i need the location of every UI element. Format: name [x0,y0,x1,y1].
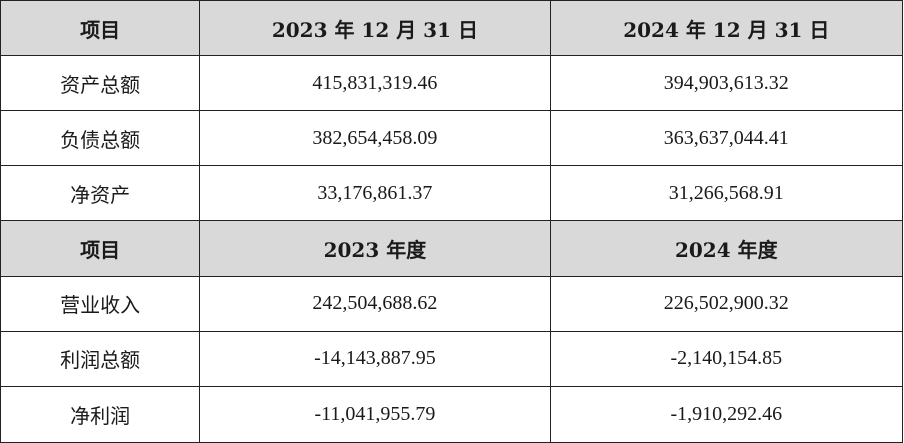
row-label: 资产总额 [0,55,201,112]
row-label: 营业收入 [0,275,201,332]
value-2023-cell: 242,504,688.62 [199,275,551,332]
table-row: 净利润 -11,041,955.79 -1,910,292.46 [0,385,904,443]
value-2024-cell: 394,903,613.32 [549,55,904,112]
value-2024-cell: 226,502,900.32 [549,275,904,332]
table-row: 资产总额 415,831,319.46 394,903,613.32 [0,55,904,112]
header-2024-cell: 2024 年度 [549,220,904,277]
value-2023-cell: -14,143,887.95 [199,330,551,387]
header-item-cell: 项目 [0,220,201,277]
row-label: 净资产 [0,165,201,222]
value-2023-cell: 415,831,319.46 [199,55,551,112]
table-row: 利润总额 -14,143,887.95 -2,140,154.85 [0,330,904,387]
table-row: 负债总额 382,654,458.09 363,637,044.41 [0,110,904,167]
value-2023-cell: 382,654,458.09 [199,110,551,167]
row-label: 净利润 [0,385,201,443]
header-2023-cell: 2023 年度 [199,220,551,277]
row-label: 利润总额 [0,330,201,387]
table-row: 营业收入 242,504,688.62 226,502,900.32 [0,275,904,332]
row-label: 负债总额 [0,110,201,167]
value-2024-cell: 363,637,044.41 [549,110,904,167]
value-2024-cell: 31,266,568.91 [549,165,904,222]
header-item-cell: 项目 [0,0,201,57]
table-row: 净资产 33,176,861.37 31,266,568.91 [0,165,904,222]
value-2023-cell: 33,176,861.37 [199,165,551,222]
value-2023-cell: -11,041,955.79 [199,385,551,443]
value-2024-cell: -1,910,292.46 [549,385,904,443]
header-2024-cell: 2024 年 12 月 31 日 [549,0,904,57]
table-header-row: 项目 2023 年度 2024 年度 [0,220,904,277]
header-2023-cell: 2023 年 12 月 31 日 [199,0,551,57]
table-header-row: 项目 2023 年 12 月 31 日 2024 年 12 月 31 日 [0,0,904,57]
value-2024-cell: -2,140,154.85 [549,330,904,387]
